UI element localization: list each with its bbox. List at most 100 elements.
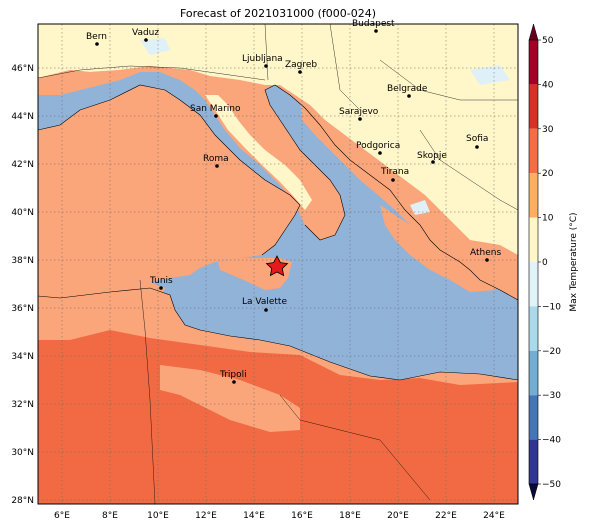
lon-label: 24°E — [483, 511, 505, 521]
city-label: Zagreb — [285, 60, 317, 70]
colorbar-segment — [529, 173, 538, 218]
cool-patch — [140, 38, 170, 55]
lon-labels: 6°E 8°E 10°E 12°E 14°E 16°E 18°E 20°E 22… — [54, 511, 505, 521]
land-warm-coast — [160, 365, 300, 432]
city-dot — [407, 94, 411, 98]
city-label: Bern — [86, 32, 107, 42]
city-dot — [378, 151, 382, 155]
city-dot — [214, 114, 218, 118]
borders — [38, 24, 518, 504]
lon-label: 22°E — [435, 511, 457, 521]
colorbar-segment — [529, 395, 538, 440]
city-dot — [95, 42, 99, 46]
colorbar-segment — [529, 306, 538, 351]
city-dot — [215, 164, 219, 168]
lat-label: 46°N — [11, 64, 34, 74]
lon-label: 6°E — [54, 511, 70, 521]
colorbar-segment — [529, 128, 538, 174]
land-hot-2 — [38, 370, 150, 430]
alps-warm — [38, 66, 170, 95]
greece-warm — [380, 205, 505, 292]
colorbar-top-arrow — [528, 23, 539, 41]
balkans — [265, 24, 518, 255]
colorbar-segment — [529, 217, 538, 262]
corsica — [128, 145, 145, 168]
city-dot — [232, 380, 236, 384]
city-dot — [298, 70, 302, 74]
lon-label: 8°E — [102, 511, 118, 521]
lat-labels: 46°N 44°N 42°N 40°N 38°N 36°N 34°N 32°N … — [11, 64, 34, 506]
colorbar-tick-label: −50 — [542, 480, 561, 490]
city-dot — [264, 308, 268, 312]
city-label: Roma — [203, 154, 229, 164]
lat-label: 36°N — [11, 304, 34, 314]
sardinia — [115, 165, 148, 242]
colorbar-segments — [529, 40, 538, 484]
colorbar-tick-label: −20 — [542, 347, 561, 357]
colorbar-segment — [529, 84, 538, 129]
city-dot — [485, 258, 489, 262]
city-label: Belgrade — [387, 84, 428, 94]
colorbar: 50 40 30 20 10 0 −10 −20 −30 −40 −50 Max Temperatu… — [528, 23, 579, 501]
colorbar-segment — [529, 40, 538, 85]
city-label: Tunis — [149, 276, 173, 286]
balkan-coast-warm — [300, 100, 500, 275]
colorbar-segment — [529, 262, 538, 307]
lat-label: 30°N — [11, 448, 34, 458]
city-dot — [374, 29, 378, 33]
sea — [38, 72, 518, 380]
map-frame — [37, 23, 519, 505]
city-dot — [264, 64, 268, 68]
colorbar-segment — [529, 439, 538, 484]
colorbar-label: Max Temperature (°C) — [569, 212, 579, 311]
city-label: Budapest — [352, 19, 395, 29]
lon-label: 12°E — [195, 511, 217, 521]
italy-mild — [205, 95, 312, 210]
cool-patch-2 — [470, 65, 510, 85]
cities: Bern Vaduz Budapest Ljubljana Zagreb Bel… — [86, 19, 501, 384]
lon-label: 20°E — [387, 511, 409, 521]
lat-label: 28°N — [11, 496, 34, 506]
city-label: Tripoli — [219, 370, 247, 380]
city-label: La Valette — [242, 297, 287, 307]
city-dot — [475, 145, 479, 149]
colorbar-tick-label: 10 — [542, 214, 554, 224]
city-label: Vaduz — [132, 28, 159, 38]
colorbar-tick-label: −10 — [542, 302, 561, 312]
colorbar-tick-label: 50 — [542, 36, 554, 46]
cool-patch-3 — [410, 200, 430, 215]
city-label: Sofia — [466, 134, 488, 144]
city-dot — [144, 38, 148, 42]
colorbar-segment — [529, 350, 538, 396]
lat-label: 40°N — [11, 208, 34, 218]
city-dot — [431, 160, 435, 164]
city-dot — [358, 117, 362, 121]
city-label: Skopje — [417, 151, 447, 161]
lat-label: 38°N — [11, 256, 34, 266]
colorbar-tick-label: 0 — [542, 258, 548, 268]
colorbar-tick-label: −40 — [542, 436, 561, 446]
city-label: San Marino — [190, 104, 241, 114]
colorbar-bottom-arrow — [528, 483, 539, 501]
graticule — [38, 24, 518, 504]
lon-label: 10°E — [147, 511, 169, 521]
city-label: Athens — [470, 248, 501, 258]
lat-label: 34°N — [11, 352, 34, 362]
lat-label: 32°N — [11, 400, 34, 410]
city-label: Tirana — [380, 167, 409, 177]
lat-label: 44°N — [11, 112, 34, 122]
city-label: Sarajevo — [339, 107, 379, 117]
city-label: Ljubljana — [242, 54, 283, 64]
city-dot — [159, 286, 163, 290]
colorbar-tick-label: 30 — [542, 125, 554, 135]
colorbar-tick-label: −30 — [542, 391, 561, 401]
colorbar-tick-label: 40 — [542, 80, 554, 90]
lat-label: 42°N — [11, 160, 34, 170]
lon-label: 16°E — [291, 511, 313, 521]
star-icon — [265, 255, 289, 277]
lon-label: 18°E — [339, 511, 361, 521]
city-label: Podgorica — [356, 141, 400, 151]
city-dot — [391, 178, 395, 182]
map-title: Forecast of 2021031000 (f000-024) — [179, 7, 377, 20]
